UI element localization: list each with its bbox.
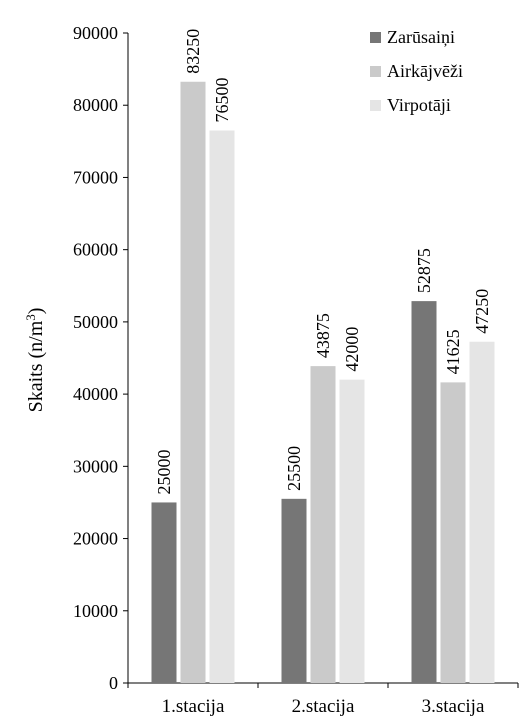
bar <box>310 366 336 683</box>
y-axis-title: Skaits (n/m3) <box>23 308 48 413</box>
legend-label: Airkājvēži <box>387 61 463 81</box>
bar <box>469 341 495 683</box>
legend: Zarūsaiņi Airkājvēži Virpotāji <box>370 27 463 115</box>
y-tick-label: 90000 <box>73 23 118 43</box>
y-tick-label: 20000 <box>73 529 118 549</box>
bar <box>281 498 307 683</box>
bar <box>180 81 206 683</box>
legend-label: Zarūsaiņi <box>387 27 455 47</box>
bar <box>339 379 365 683</box>
legend-swatch <box>370 66 381 77</box>
bar <box>440 382 466 683</box>
y-tick-label: 30000 <box>73 456 118 476</box>
bar-value-label: 52875 <box>414 248 434 293</box>
bar <box>411 301 437 683</box>
bar-value-label: 83250 <box>183 29 203 74</box>
x-category-label: 1.stacija <box>162 696 225 717</box>
bar-value-label: 43875 <box>313 313 333 358</box>
y-axis-title-main: Skaits (n/m <box>25 320 47 412</box>
bar-value-label: 47250 <box>472 289 492 334</box>
y-tick-label: 40000 <box>73 384 118 404</box>
bar-value-label: 76500 <box>212 78 232 123</box>
y-tick-label: 0 <box>109 673 118 693</box>
y-axis-title-close: ) <box>25 308 47 315</box>
value-labels-group: 25000 83250 76500 25500 43875 42000 52875 41625… <box>154 29 492 495</box>
y-tick-label: 60000 <box>73 240 118 260</box>
x-category-label: 3.stacija <box>422 696 485 717</box>
bar-value-label: 25000 <box>154 449 174 494</box>
y-tick-label: 70000 <box>73 167 118 187</box>
bar-value-label: 25500 <box>284 446 304 491</box>
bar-value-label: 41625 <box>443 329 463 374</box>
y-tick-label: 50000 <box>73 312 118 332</box>
legend-label: Virpotāji <box>387 95 451 115</box>
x-category-label: 2.stacija <box>292 696 355 717</box>
y-tick-label: 80000 <box>73 95 118 115</box>
y-axis-title-superscript: 3 <box>23 314 38 321</box>
legend-swatch <box>370 32 381 43</box>
axes: 0 10000 20000 30000 40000 50000 60000 70000 8000… <box>73 23 519 717</box>
bars-group <box>151 81 495 683</box>
bar <box>209 130 235 683</box>
y-tick-label: 10000 <box>73 601 118 621</box>
bar <box>151 502 177 683</box>
legend-swatch <box>370 100 381 111</box>
bar-value-label: 42000 <box>342 327 362 372</box>
